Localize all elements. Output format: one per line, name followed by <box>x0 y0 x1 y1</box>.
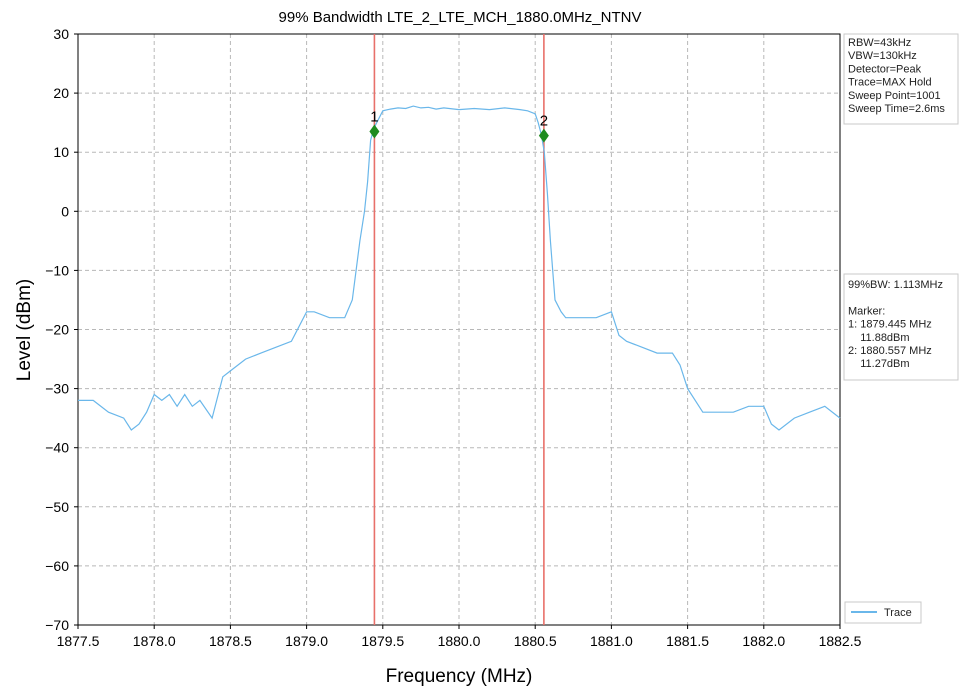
x-tick-label: 1878.0 <box>133 633 176 649</box>
info-line: 1: 1879.445 MHz <box>848 319 932 331</box>
legend-box <box>844 601 922 624</box>
x-axis-label: Frequency (MHz) <box>386 666 533 687</box>
y-tick-label: 20 <box>53 85 69 101</box>
info-box-mid <box>843 273 959 381</box>
marker-label: 2 <box>540 113 548 130</box>
y-tick-label: 0 <box>61 203 69 219</box>
y-tick-label: −50 <box>45 499 69 515</box>
info-line: 2: 1880.557 MHz <box>848 345 932 357</box>
info-line: VBW=130kHz <box>848 50 917 62</box>
info-line: Marker: <box>848 305 885 317</box>
info-box-top <box>843 33 959 125</box>
y-tick-label: −60 <box>45 558 69 574</box>
y-axis-label: Level (dBm) <box>14 279 35 381</box>
x-tick-label: 1879.0 <box>285 633 328 649</box>
x-tick-label: 1880.5 <box>514 633 557 649</box>
y-tick-label: 10 <box>53 144 69 160</box>
x-tick-label: 1878.5 <box>209 633 252 649</box>
info-line: 11.27dBm <box>848 358 910 370</box>
y-tick-labels: 30 20 10 0 −10 −20 −30 −40 −50 −60 −70 <box>45 26 69 633</box>
x-tick-label: 1882.0 <box>742 633 785 649</box>
y-tick-label: −70 <box>45 617 69 633</box>
y-tick-label: −40 <box>45 440 69 456</box>
y-tick-label: −30 <box>45 381 69 397</box>
grid-layer <box>74 33 841 629</box>
x-tick-label: 1882.5 <box>819 633 862 649</box>
x-tick-label: 1881.0 <box>590 633 633 649</box>
info-line: 99%BW: 1.113MHz <box>848 279 943 291</box>
info-line: Sweep Point=1001 <box>848 90 941 102</box>
x-tick-label: 1879.5 <box>361 633 404 649</box>
x-tick-label: 1880.0 <box>438 633 481 649</box>
legend-label: Trace <box>884 607 912 619</box>
chart-title: 99% Bandwidth LTE_2_LTE_MCH_1880.0MHz_NT… <box>279 9 642 26</box>
info-line: RBW=43kHz <box>848 37 911 49</box>
x-tick-label: 1881.5 <box>666 633 709 649</box>
marker-diamond <box>538 128 549 143</box>
x-tick-label: 1877.5 <box>57 633 100 649</box>
info-line: Trace=MAX Hold <box>848 77 932 89</box>
trace-series-line <box>78 105 841 431</box>
marker-diamond <box>369 124 380 139</box>
y-tick-label: −10 <box>45 262 69 278</box>
info-line: Detector=Peak <box>848 63 922 75</box>
info-line: Sweep Time=2.6ms <box>848 103 945 115</box>
y-tick-label: 30 <box>53 26 69 42</box>
plot-area-border <box>77 33 841 626</box>
x-tick-labels: 1877.5 1878.0 1878.5 1879.0 1879.5 1880.0 1880… <box>57 633 862 649</box>
info-mid-text: 99%BW: 1.113MHz Marker: 1: 1879.445 MHz 11… <box>848 279 943 370</box>
marker-label: 1 <box>370 109 378 126</box>
info-line: 11.88dBm <box>848 332 910 344</box>
y-tick-label: −20 <box>45 322 69 338</box>
